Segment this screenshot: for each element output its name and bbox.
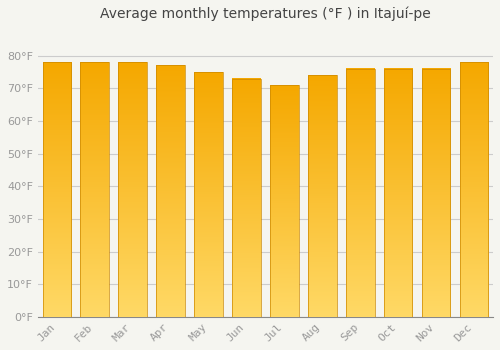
Bar <box>346 69 374 317</box>
Bar <box>422 69 450 317</box>
Bar <box>384 69 412 317</box>
Bar <box>118 62 147 317</box>
Bar <box>80 62 109 317</box>
Bar <box>308 75 336 317</box>
Bar <box>232 78 260 317</box>
Bar <box>270 85 298 317</box>
Bar <box>42 62 71 317</box>
Title: Average monthly temperatures (°F ) in Itajuí-pe: Average monthly temperatures (°F ) in It… <box>100 7 431 21</box>
Bar <box>194 72 223 317</box>
Bar <box>156 65 185 317</box>
Bar <box>460 62 488 317</box>
